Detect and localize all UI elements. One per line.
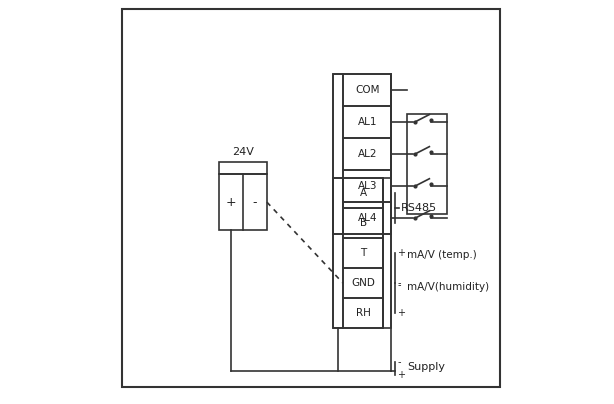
Text: RH: RH xyxy=(356,308,371,318)
Text: B: B xyxy=(360,218,367,228)
Bar xyxy=(333,74,391,234)
Bar xyxy=(343,268,383,298)
Text: -: - xyxy=(397,278,401,288)
Text: mA/V(humidity): mA/V(humidity) xyxy=(407,282,489,292)
Text: +: + xyxy=(397,308,405,318)
Text: Supply: Supply xyxy=(407,362,445,372)
Text: +: + xyxy=(225,196,236,208)
Bar xyxy=(407,114,448,214)
Text: GND: GND xyxy=(351,278,375,288)
Bar xyxy=(343,298,383,328)
Text: COM: COM xyxy=(355,85,379,95)
Text: -: - xyxy=(397,358,401,368)
Text: +: + xyxy=(397,248,405,258)
Text: 24V: 24V xyxy=(232,147,254,157)
Bar xyxy=(333,74,343,234)
Text: T: T xyxy=(360,248,367,258)
Bar xyxy=(343,178,383,208)
Bar xyxy=(343,74,391,106)
Bar xyxy=(343,202,391,234)
Bar xyxy=(343,170,391,202)
Bar xyxy=(383,178,391,328)
Bar xyxy=(343,208,383,238)
Bar xyxy=(333,178,383,328)
Bar xyxy=(343,238,383,268)
Text: RS485: RS485 xyxy=(402,203,437,213)
Text: -: - xyxy=(252,196,257,208)
Bar xyxy=(343,106,391,138)
Bar xyxy=(219,174,267,230)
Text: mA/V (temp.): mA/V (temp.) xyxy=(407,250,477,260)
Bar xyxy=(343,138,391,170)
Text: AL2: AL2 xyxy=(357,149,377,159)
Text: +: + xyxy=(397,370,405,379)
Bar xyxy=(333,178,343,328)
Text: AL3: AL3 xyxy=(357,181,377,191)
Text: -: - xyxy=(397,280,401,290)
Text: A: A xyxy=(360,188,367,198)
Bar xyxy=(219,162,267,174)
Text: AL1: AL1 xyxy=(357,117,377,127)
Text: AL4: AL4 xyxy=(357,213,377,223)
